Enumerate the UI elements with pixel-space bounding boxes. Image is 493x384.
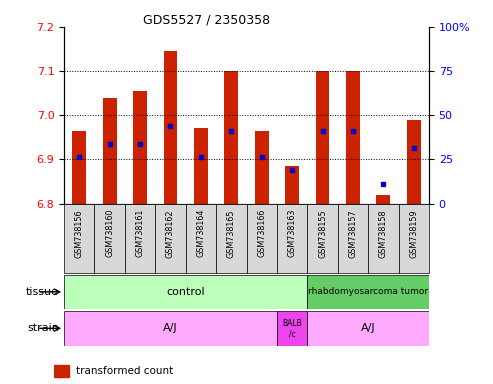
Bar [155,204,186,273]
Text: BALB
/c: BALB /c [282,319,302,338]
Text: GSM738158: GSM738158 [379,209,388,258]
Text: GSM738159: GSM738159 [409,209,418,258]
Text: GSM738162: GSM738162 [166,209,175,258]
Bar [398,204,429,273]
Bar [54,365,69,377]
Bar [164,51,177,204]
Bar [125,204,155,273]
Bar [194,129,208,204]
Text: GSM738163: GSM738163 [287,209,297,257]
Bar [133,91,147,204]
Text: GSM738166: GSM738166 [257,209,266,257]
Bar [64,311,277,346]
Bar [316,71,329,204]
Text: GSM738157: GSM738157 [349,209,357,258]
Bar [255,131,269,204]
Bar [224,71,238,204]
Bar [72,131,86,204]
Text: GSM738165: GSM738165 [227,209,236,258]
Text: tissue: tissue [26,287,59,297]
Text: GSM738164: GSM738164 [196,209,206,257]
Bar [95,204,125,273]
Text: control: control [166,287,205,297]
Bar [285,166,299,204]
Text: rhabdomyosarcoma tumor: rhabdomyosarcoma tumor [308,287,428,296]
Text: strain: strain [27,323,59,333]
Bar [246,204,277,273]
Bar [407,120,421,204]
Text: GSM738156: GSM738156 [75,209,84,258]
Text: transformed count: transformed count [76,366,174,376]
Bar [216,204,246,273]
Text: GSM738160: GSM738160 [105,209,114,257]
Bar [377,195,390,204]
Bar [307,275,429,309]
Text: GSM738161: GSM738161 [136,209,144,257]
Bar [338,204,368,273]
Bar [103,98,116,204]
Text: A/J: A/J [361,323,375,333]
Bar [64,204,95,273]
Bar [186,204,216,273]
Bar [277,204,307,273]
Text: A/J: A/J [163,323,178,333]
Bar [307,311,429,346]
Bar [346,71,360,204]
Text: GDS5527 / 2350358: GDS5527 / 2350358 [143,13,271,26]
Bar [277,311,307,346]
Bar [368,204,398,273]
Bar [64,275,307,309]
Text: GSM738155: GSM738155 [318,209,327,258]
Bar [307,204,338,273]
